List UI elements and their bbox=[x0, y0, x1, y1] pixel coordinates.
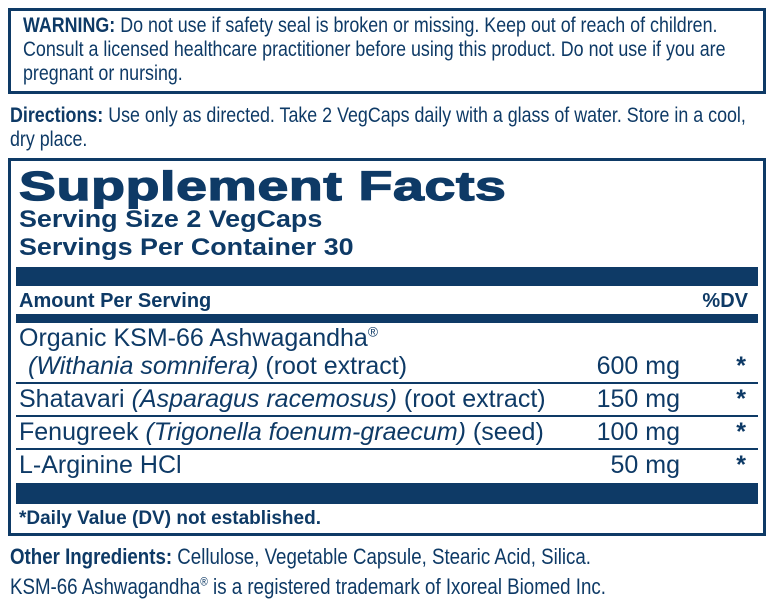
ingredient-amount: 100 mg bbox=[596, 418, 680, 446]
directions-label: Directions: bbox=[10, 104, 104, 127]
ingredient-name-text: Shatavari bbox=[19, 385, 132, 413]
other-ingredients-label: Other Ingredients: bbox=[10, 544, 173, 569]
botanical-name: (Trigonella foenum-graecum) bbox=[145, 418, 466, 446]
warning-text: Do not use if safety seal is broken or m… bbox=[23, 14, 726, 85]
ingredient-amount: 600 mg bbox=[596, 352, 680, 380]
ingredient-name: Fenugreek (Trigonella foenum-graecum) (s… bbox=[19, 418, 570, 446]
divider-bar-header bbox=[16, 314, 758, 323]
serving-size: Serving Size 2 VegCaps bbox=[19, 206, 323, 233]
ingredient-dv: * bbox=[736, 418, 746, 446]
trademark-text-block: KSM-66 Ashwagandha® is a registered trad… bbox=[10, 574, 766, 599]
table-row-fenugreek: Fenugreek (Trigonella foenum-graecum) (s… bbox=[16, 415, 758, 448]
column-header-dv: %DV bbox=[702, 290, 748, 312]
ingredient-name-text: L-Arginine HCl bbox=[19, 451, 182, 479]
divider-bar-bottom bbox=[16, 483, 758, 504]
ingredient-dv: * bbox=[736, 352, 746, 380]
warning-paragraph: WARNING: Do not use if safety seal is br… bbox=[23, 14, 751, 86]
serving-size-line: Serving Size 2 VegCaps bbox=[16, 206, 758, 234]
ingredient-name-line1: Organic KSM-66 Ashwagandha® bbox=[19, 324, 570, 352]
servings-per-container: Servings Per Container 30 bbox=[19, 234, 354, 261]
ingredient-dv: * bbox=[736, 451, 746, 479]
trademark-name: KSM-66 Ashwagandha bbox=[10, 574, 201, 599]
other-ingredients-text-block: Other Ingredients: Cellulose, Vegetable … bbox=[10, 544, 766, 569]
warning-label: WARNING: bbox=[23, 14, 116, 37]
servings-per-container-line: Servings Per Container 30 bbox=[16, 234, 758, 262]
other-ingredients-text: Cellulose, Vegetable Capsule, Stearic Ac… bbox=[177, 544, 592, 569]
plant-part: (seed) bbox=[465, 418, 544, 446]
table-header-row: Amount Per Serving %DV bbox=[16, 286, 758, 314]
warning-box: WARNING: Do not use if safety seal is br… bbox=[8, 8, 766, 94]
ingredient-name-text: Organic KSM-66 Ashwagandha bbox=[19, 324, 368, 352]
ingredient-name: Organic KSM-66 Ashwagandha® (Withania so… bbox=[19, 324, 570, 380]
panel-title: Supplement Facts bbox=[18, 163, 507, 209]
table-row-l-arginine: L-Arginine HCl 50 mg * bbox=[16, 448, 758, 481]
column-header-amount: Amount Per Serving bbox=[19, 290, 212, 312]
ingredient-amount: 150 mg bbox=[596, 385, 680, 413]
directions-text-block: Directions: Use only as directed. Take 2… bbox=[10, 104, 766, 152]
other-ingredients-paragraph: Other Ingredients: Cellulose, Vegetable … bbox=[10, 544, 766, 569]
registered-mark: ® bbox=[200, 574, 208, 589]
directions-paragraph: Directions: Use only as directed. Take 2… bbox=[10, 104, 766, 152]
table-row-ashwagandha: Organic KSM-66 Ashwagandha® (Withania so… bbox=[16, 323, 758, 382]
dv-footnote: *Daily Value (DV) not established. bbox=[19, 508, 321, 529]
supplement-facts-panel: Supplement Facts Serving Size 2 VegCaps … bbox=[8, 158, 766, 536]
panel-title-row: Supplement Facts bbox=[16, 163, 758, 209]
plant-part: (root extract) bbox=[396, 385, 546, 413]
table-row-shatavari: Shatavari (Asparagus racemosus) (root ex… bbox=[16, 382, 758, 415]
registered-mark: ® bbox=[367, 324, 378, 340]
plant-part: (root extract) bbox=[258, 352, 408, 380]
botanical-name: (Withania somnifera) bbox=[28, 352, 259, 380]
ingredient-name-line2: (Withania somnifera) (root extract) bbox=[19, 352, 570, 380]
ingredient-name: L-Arginine HCl bbox=[19, 451, 570, 479]
divider-bar-top bbox=[16, 267, 758, 286]
ingredient-name: Shatavari (Asparagus racemosus) (root ex… bbox=[19, 385, 570, 413]
supplement-label: WARNING: Do not use if safety seal is br… bbox=[0, 8, 774, 599]
trademark-paragraph: KSM-66 Ashwagandha® is a registered trad… bbox=[10, 574, 766, 599]
directions-text: Use only as directed. Take 2 VegCaps dai… bbox=[10, 104, 746, 151]
ingredient-amount: 50 mg bbox=[610, 451, 680, 479]
trademark-text: is a registered trademark of Ixoreal Bio… bbox=[207, 574, 606, 599]
ingredient-dv: * bbox=[736, 385, 746, 413]
botanical-name: (Asparagus racemosus) bbox=[131, 385, 397, 413]
ingredient-name-text: Fenugreek bbox=[19, 418, 146, 446]
